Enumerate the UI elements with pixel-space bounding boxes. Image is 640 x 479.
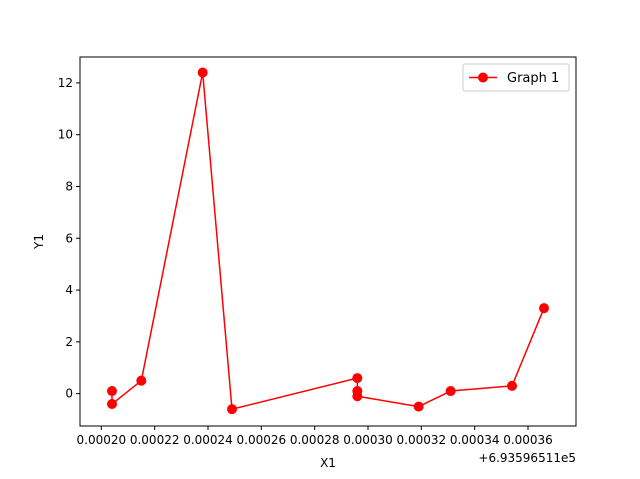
x-tick-label: 0.00034 bbox=[450, 433, 500, 447]
data-point bbox=[507, 380, 517, 391]
x-axis-offset-label: +6.93596511e5 bbox=[478, 451, 576, 465]
data-point bbox=[197, 67, 208, 78]
legend-entry-graph-1: Graph 1 bbox=[507, 71, 559, 86]
plot-frame bbox=[79, 56, 577, 427]
y-tick-label: 10 bbox=[58, 128, 73, 142]
data-point bbox=[136, 375, 147, 386]
data-point bbox=[445, 386, 456, 397]
data-point bbox=[352, 391, 363, 402]
x-tick-label: 0.00030 bbox=[343, 433, 393, 447]
x-axis-label: X1 bbox=[320, 456, 336, 470]
data-point bbox=[413, 401, 424, 412]
data-point bbox=[107, 398, 117, 409]
data-point bbox=[107, 386, 117, 397]
data-point bbox=[227, 404, 237, 415]
x-tick-label: 0.00026 bbox=[237, 433, 287, 447]
y-tick-label: 0 bbox=[65, 387, 73, 401]
y-tick-label: 8 bbox=[65, 179, 73, 193]
y-axis-label: Y1 bbox=[32, 234, 46, 250]
y-tick-label: 6 bbox=[65, 231, 73, 245]
legend-box bbox=[462, 63, 570, 92]
y-axis-ticks: 0 2 4 6 8 10 12 bbox=[58, 76, 80, 401]
data-point bbox=[352, 373, 363, 384]
legend-marker bbox=[478, 72, 488, 83]
x-tick-label: 0.00024 bbox=[183, 433, 233, 447]
y-tick-label: 4 bbox=[65, 283, 73, 297]
y-tick-label: 12 bbox=[58, 76, 73, 90]
x-tick-label: 0.00036 bbox=[503, 433, 553, 447]
series-line bbox=[111, 71, 545, 410]
x-axis-ticks: 0.00020 0.00022 0.00024 0.00026 0.00028 0.000… bbox=[77, 426, 553, 447]
x-tick-label: 0.00032 bbox=[397, 433, 447, 447]
plot-background bbox=[80, 57, 576, 426]
legend: Graph 1 bbox=[462, 63, 570, 92]
series-layer bbox=[107, 67, 549, 415]
x-tick-label: 0.00028 bbox=[290, 433, 340, 447]
x-tick-label: 0.00022 bbox=[130, 433, 180, 447]
data-point bbox=[539, 303, 549, 314]
x-tick-label: 0.00020 bbox=[77, 433, 127, 447]
y-tick-label: 2 bbox=[65, 335, 73, 349]
